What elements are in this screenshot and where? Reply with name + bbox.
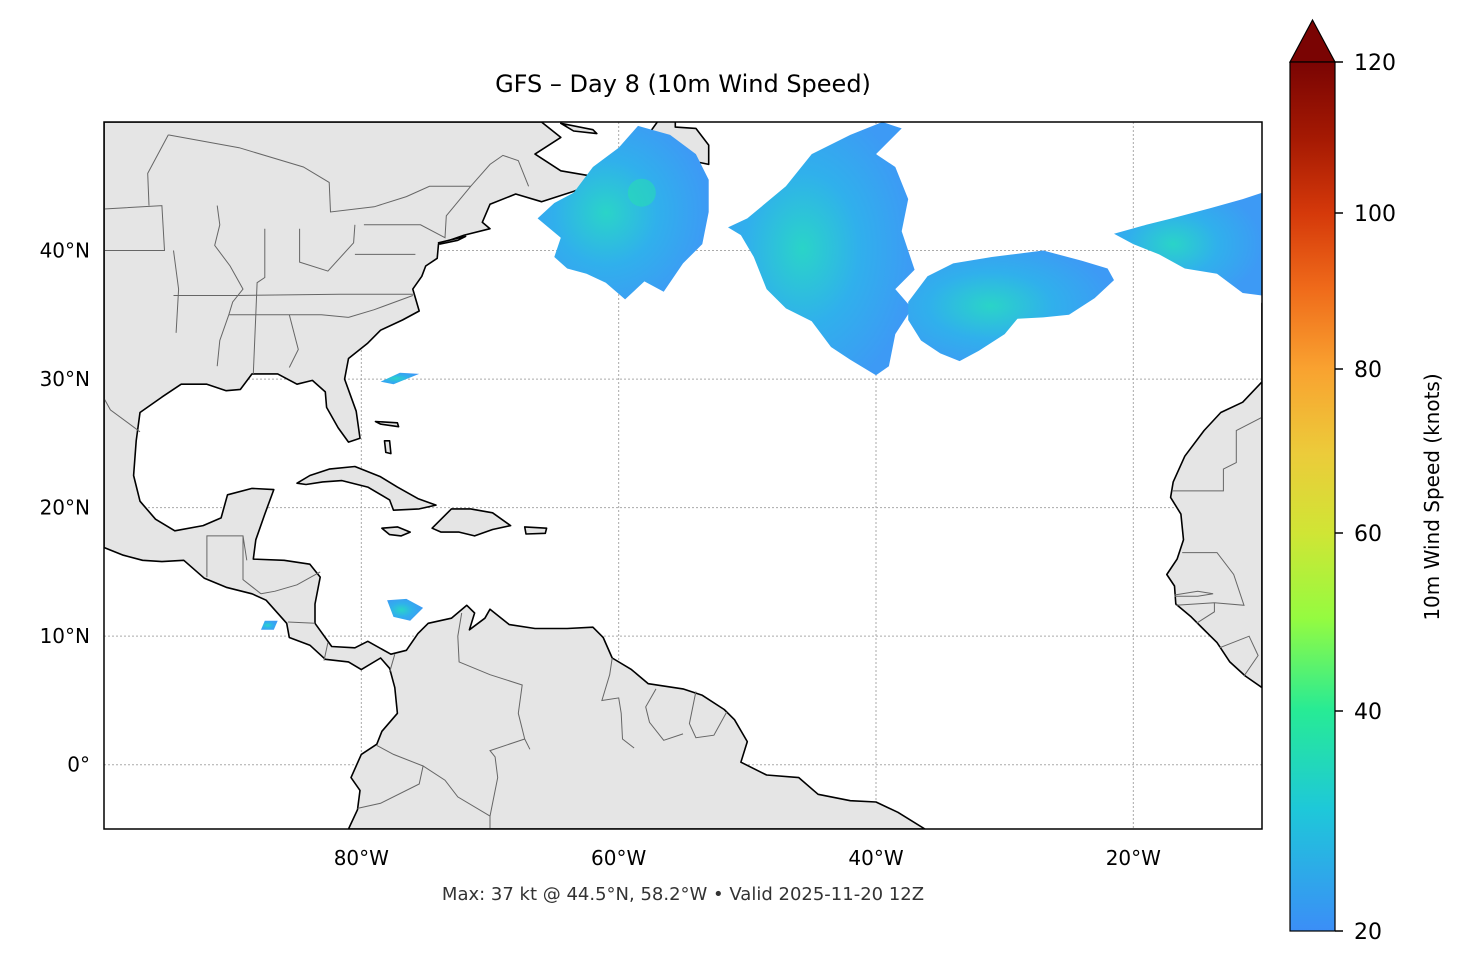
political-border xyxy=(645,688,684,741)
colorbar-tick-label: 20 xyxy=(1354,920,1382,945)
lon-tick-label: 40°W xyxy=(848,846,903,870)
political-border xyxy=(287,621,316,624)
wind-layer xyxy=(261,122,1262,630)
caribbean-wind xyxy=(387,598,424,621)
political-border xyxy=(173,250,180,333)
lon-tick-label: 80°W xyxy=(334,846,389,870)
political-border xyxy=(214,205,244,367)
lat-tick-label: 10°N xyxy=(40,624,90,648)
political-border xyxy=(147,134,169,206)
political-border xyxy=(242,535,262,595)
africa-landmass xyxy=(1166,302,1262,689)
political-border xyxy=(104,205,166,251)
lat-tick-label: 30°N xyxy=(40,367,90,391)
azores-wind xyxy=(1114,192,1262,296)
political-border xyxy=(173,293,415,296)
island-cuba xyxy=(296,465,437,512)
lon-tick-label: 60°W xyxy=(591,846,646,870)
americas-landmass xyxy=(104,122,926,829)
political-border xyxy=(376,744,424,767)
island-puerto-rico xyxy=(523,526,548,535)
lon-tick-label: 20°W xyxy=(1106,846,1161,870)
political-border xyxy=(457,612,531,750)
political-border xyxy=(252,228,266,374)
lat-tick-label: 40°N xyxy=(40,239,90,263)
political-border xyxy=(1174,590,1214,597)
island-bahamas-abaco xyxy=(374,420,400,428)
land-layer xyxy=(104,122,1262,829)
political-border xyxy=(288,314,299,368)
island-bahamas-andros xyxy=(383,439,392,455)
map-title: GFS – Day 8 (10m Wind Speed) xyxy=(495,70,871,98)
colorbar-tick-label: 40 xyxy=(1354,700,1382,725)
political-border xyxy=(363,185,472,239)
political-border xyxy=(489,738,525,829)
bahamas-wind xyxy=(380,372,420,385)
political-border xyxy=(601,657,635,749)
lat-tick-label: 0° xyxy=(67,753,90,777)
political-border xyxy=(260,571,321,595)
political-border xyxy=(357,765,491,817)
political-border xyxy=(228,314,349,318)
political-border xyxy=(1219,635,1259,677)
political-border xyxy=(1175,552,1245,606)
island-anticosti xyxy=(559,122,598,135)
colorbar-gradient xyxy=(1289,61,1336,932)
max-wind-caption: Max: 37 kt @ 44.5°N, 58.2°W • Valid 2025… xyxy=(441,884,925,905)
political-border xyxy=(206,535,248,578)
east-atlantic-wind xyxy=(908,250,1114,362)
political-border xyxy=(688,691,728,739)
island-long-island xyxy=(437,235,467,245)
colorbar-tick-label: 80 xyxy=(1354,358,1382,383)
political-border xyxy=(1196,602,1215,624)
political-border xyxy=(389,654,396,673)
colorbar-tick-label: 120 xyxy=(1354,51,1396,76)
political-border xyxy=(1171,384,1262,492)
political-border xyxy=(168,134,530,213)
newfoundland-wind xyxy=(537,125,709,300)
political-border xyxy=(299,224,356,272)
island-hispaniola xyxy=(431,508,512,537)
map-frame xyxy=(103,121,1263,830)
colorbar-tick-label: 60 xyxy=(1354,522,1382,547)
map-axes: 80°W 60°W 40°W 20°W 40°N 30°N 20°N 10°N 0° xyxy=(40,239,1162,870)
political-border xyxy=(348,295,413,318)
colorbar: 120 100 80 60 40 20 xyxy=(1288,18,1396,945)
island-jamaica xyxy=(381,526,412,537)
central-atlantic-wind xyxy=(728,122,915,376)
lat-tick-label: 20°N xyxy=(40,496,90,520)
colorbar-extend-arrow xyxy=(1288,18,1337,63)
max-wind-core xyxy=(627,178,656,207)
political-border xyxy=(104,398,141,433)
colorbar-tick-label: 100 xyxy=(1354,202,1396,227)
political-border xyxy=(323,642,329,661)
pacific-wind xyxy=(261,620,278,630)
